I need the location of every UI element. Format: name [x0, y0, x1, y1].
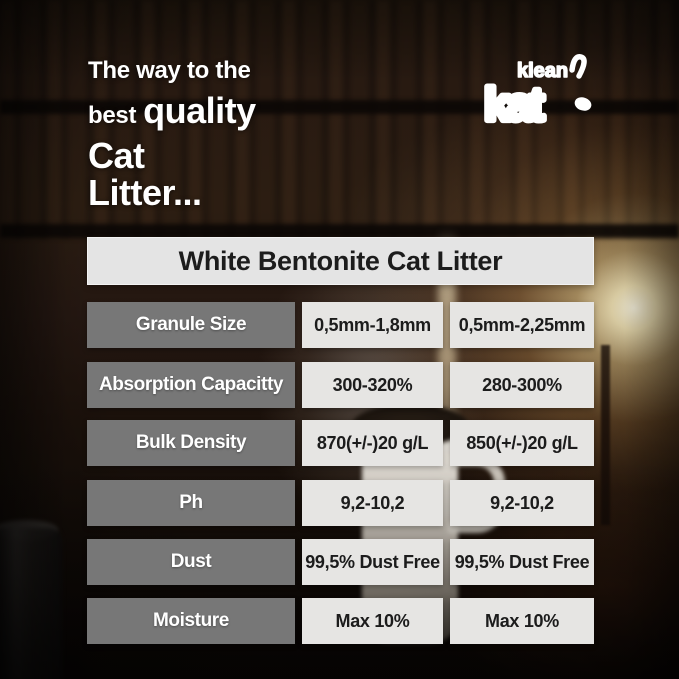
table-row-bulk-density: Bulk Density 870(+/-)20 g/L 850(+/-)20 g… [87, 420, 594, 466]
headline: The way to the best quality Cat Litter... [88, 57, 256, 211]
row-value-1: 9,2-10,2 [302, 480, 443, 526]
headline-line3: Cat [88, 135, 145, 176]
jar [0, 528, 62, 679]
cat-tail-icon [569, 54, 587, 79]
row-label: Dust [87, 539, 295, 585]
table-row-ph: Ph 9,2-10,2 9,2-10,2 [87, 480, 594, 526]
row-value-2: 0,5mm-2,25mm [450, 302, 594, 348]
row-value-1: Max 10% [302, 598, 443, 644]
row-value-2: 850(+/-)20 g/L [450, 420, 594, 466]
row-label: Absorption Capacitty [87, 362, 295, 408]
table-row-moisture: Moisture Max 10% Max 10% [87, 598, 594, 644]
row-value-1: 300-320% [302, 362, 443, 408]
headline-line2: best quality [88, 92, 256, 137]
headline-line1: The way to the [88, 57, 251, 84]
lamp-pole [601, 345, 610, 525]
headline-line4: Litter... [88, 172, 202, 213]
row-value-2: 99,5% Dust Free [450, 539, 594, 585]
table-title: White Bentonite Cat Litter [87, 237, 594, 285]
row-label: Bulk Density [87, 420, 295, 466]
row-value-2: 280-300% [450, 362, 594, 408]
kleankat-logo: klean kat [482, 54, 592, 130]
logo-word-kat: kat [484, 78, 544, 130]
cat-paw-icon [574, 97, 592, 111]
headline-quality: quality [143, 90, 256, 131]
table-row-granule-size: Granule Size 0,5mm-1,8mm 0,5mm-2,25mm [87, 302, 594, 348]
row-value-2: 9,2-10,2 [450, 480, 594, 526]
row-value-1: 0,5mm-1,8mm [302, 302, 443, 348]
row-value-1: 99,5% Dust Free [302, 539, 443, 585]
row-value-1: 870(+/-)20 g/L [302, 420, 443, 466]
table-row-dust: Dust 99,5% Dust Free 99,5% Dust Free [87, 539, 594, 585]
row-label: Ph [87, 480, 295, 526]
headline-best: best [88, 102, 137, 129]
shelf-board [0, 224, 679, 238]
row-label: Moisture [87, 598, 295, 644]
row-label: Granule Size [87, 302, 295, 348]
table-row-absorption-capacity: Absorption Capacitty 300-320% 280-300% [87, 362, 594, 408]
row-value-2: Max 10% [450, 598, 594, 644]
